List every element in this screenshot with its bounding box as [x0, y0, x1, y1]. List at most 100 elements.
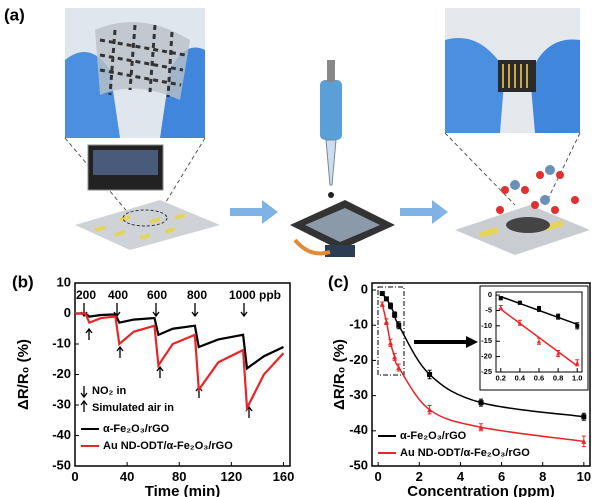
sensor: [498, 60, 536, 92]
data-point: [388, 303, 394, 309]
spin-arrow: [293, 238, 331, 256]
data-point: [478, 400, 484, 406]
data-point: [427, 407, 433, 413]
x-tick-label: 8: [539, 469, 546, 484]
y-tick-label: -15: [481, 336, 492, 345]
x-axis-label: Concentration (ppm): [407, 483, 555, 497]
legend-label: α-Fe₂O₃/rGO: [103, 423, 170, 435]
glove: [445, 38, 505, 133]
y-axis-label: ΔR/R₀ (%): [331, 339, 348, 410]
arrow: [230, 200, 278, 224]
x-tick-label: 0: [71, 469, 78, 484]
concentration-label: 200: [76, 288, 96, 302]
y-axis-label: ΔR/R₀ (%): [15, 339, 32, 410]
legend-label: α-Fe₂O₃/rGO: [400, 430, 467, 442]
spin-motor: [325, 245, 355, 257]
data-point: [383, 296, 389, 302]
chip-window: [93, 150, 158, 175]
x-tick-label: 120: [221, 469, 243, 484]
data-point: [517, 320, 522, 325]
y-tick-label: -5: [485, 305, 492, 314]
y-tick-label: -10: [349, 317, 368, 332]
data-point: [392, 312, 398, 318]
arrow-legend: NO₂ in: [92, 385, 127, 397]
x-axis-label: Time (min): [145, 483, 221, 497]
pads: [94, 213, 186, 240]
y-tick-label: 0: [361, 281, 368, 296]
fit-line: [500, 308, 578, 367]
x-tick-label: 0: [375, 469, 382, 484]
data-point: [556, 314, 561, 319]
data-point: [498, 305, 503, 310]
panel-label: (a): [4, 5, 25, 24]
substrate: [75, 200, 220, 250]
data-point: [575, 323, 580, 328]
x-tick-label: 40: [120, 469, 134, 484]
y-tick-label: -50: [349, 457, 368, 472]
data-line: [75, 312, 284, 371]
data-point: [396, 364, 402, 370]
molecules: [496, 165, 579, 214]
zoom-arrow-head: [466, 336, 478, 348]
y-tick-label: -20: [349, 352, 368, 367]
y-tick-label: 10: [57, 274, 71, 289]
data-point: [379, 301, 385, 307]
y-tick-label: -10: [52, 335, 71, 350]
y-tick-label: 0: [64, 305, 71, 320]
y-tick-label: 0: [488, 290, 492, 299]
concentration-label: 1000 ppb: [229, 288, 281, 302]
arrows: [80, 303, 253, 418]
data-point: [575, 360, 580, 365]
sensor-fingers: [502, 64, 528, 88]
legend-label: Au ND-ODT/α-Fe₂O₃/rGO: [103, 440, 233, 452]
x-tick-label: 0.6: [534, 374, 544, 383]
data-point: [537, 339, 541, 344]
x-tick-label: 160: [273, 469, 295, 484]
pipette-plunger: [327, 60, 335, 82]
zoom-line: [444, 132, 581, 206]
data-point: [383, 319, 389, 325]
illustration: [64, 8, 590, 257]
data-point: [517, 300, 522, 305]
pipette: [320, 80, 342, 140]
wafer: [305, 208, 380, 242]
data-point: [478, 424, 484, 430]
concentration-label: 800: [187, 288, 207, 302]
annotations: 200 400 600 800 1000 ppb: [76, 288, 281, 302]
concentration-label: 400: [108, 288, 128, 302]
y-tick-label: -25: [481, 367, 492, 376]
x-tick-label: 0.4: [515, 374, 526, 383]
pipette-tip: [325, 139, 337, 186]
x-tick-label: 1.0: [572, 374, 582, 383]
data-point: [581, 414, 587, 420]
y-tick-label: -50: [52, 457, 71, 472]
plot-frame: [371, 282, 591, 467]
y-tick-label: -40: [349, 422, 368, 437]
data-point: [388, 340, 394, 346]
drop: [328, 192, 334, 198]
data-line: [75, 312, 285, 413]
x-tick-label: 80: [172, 469, 186, 484]
focus: [506, 217, 550, 233]
data-point: [396, 322, 402, 328]
x-tick-label: 4: [457, 469, 465, 484]
inset-frame: [479, 285, 589, 391]
zoom-box: [377, 286, 405, 376]
arrow: [400, 200, 448, 224]
x-tick-label: 10: [577, 469, 591, 484]
x-tick-label: 0.2: [496, 374, 506, 383]
y-tick-label: -30: [52, 396, 71, 411]
x-tick-label: 0.8: [553, 374, 563, 383]
plot-frame: [74, 282, 291, 467]
flexible-array: [95, 22, 190, 100]
x-tick-label: 2: [416, 469, 423, 484]
panel-label: (c): [328, 272, 349, 291]
y-tick-label: -20: [481, 352, 492, 361]
panel-label: (b): [12, 272, 34, 291]
data-point: [581, 438, 587, 444]
glove: [530, 39, 580, 133]
y-tick-label: -20: [52, 366, 71, 381]
focus: [122, 209, 168, 227]
y-tick-label: -40: [52, 427, 71, 442]
